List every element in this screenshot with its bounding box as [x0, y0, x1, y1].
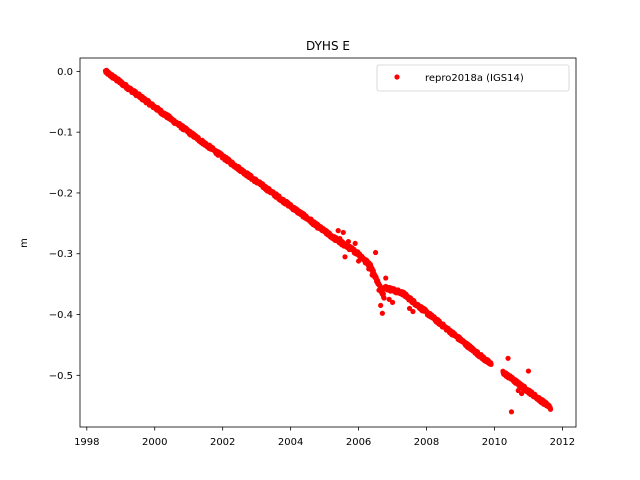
data-point — [374, 278, 380, 284]
x-tick-label: 1998 — [74, 437, 99, 448]
data-point — [308, 216, 314, 222]
x-tick-label: 2010 — [482, 437, 507, 448]
data-point — [345, 238, 351, 245]
x-axis: 1998 2000 2002 2004 2006 2008 2010 2012 — [74, 427, 575, 448]
y-tick-label: −0.5 — [49, 371, 73, 382]
data-point — [362, 260, 368, 266]
legend-label: repro2018a (IGS14) — [425, 73, 524, 84]
data-point — [381, 295, 387, 301]
chart-title: DYHS E — [306, 39, 350, 53]
legend-box — [376, 64, 570, 92]
data-point — [342, 254, 348, 260]
data-point — [355, 258, 362, 264]
y-tick-label: −0.3 — [49, 249, 73, 260]
legend-marker — [394, 74, 400, 80]
data-point — [386, 296, 392, 302]
data-point — [335, 228, 341, 234]
data-point — [488, 361, 494, 367]
data-point — [311, 220, 318, 226]
data-point — [340, 229, 346, 236]
data-point — [410, 308, 416, 315]
data-point — [369, 272, 375, 278]
data-point — [337, 235, 343, 242]
x-tick-label: 2002 — [210, 437, 235, 448]
data-point — [515, 387, 521, 394]
data-point — [508, 409, 515, 415]
data-point — [376, 287, 382, 293]
y-axis-label: m — [19, 238, 30, 248]
data-point — [328, 232, 334, 239]
data-point — [366, 266, 372, 272]
y-tick-label: −0.4 — [49, 310, 73, 321]
y-tick-label: 0.0 — [57, 67, 73, 78]
data-point — [338, 242, 345, 248]
y-tick-label: −0.1 — [49, 128, 73, 139]
data-point — [529, 390, 535, 397]
data-point — [406, 305, 413, 312]
data-point — [519, 390, 525, 397]
x-tick-label: 2006 — [346, 437, 371, 448]
x-tick-label: 2008 — [414, 437, 439, 448]
data-point — [505, 355, 511, 361]
x-tick-label: 2000 — [142, 437, 167, 448]
data-point — [525, 368, 532, 374]
plot-area-frame — [79, 57, 577, 428]
data-point — [547, 406, 554, 412]
data-point — [349, 245, 355, 251]
data-point — [352, 240, 358, 247]
y-tick-label: −0.2 — [49, 188, 73, 199]
x-tick-label: 2004 — [278, 437, 303, 448]
data-point — [379, 310, 385, 316]
x-tick-label: 2012 — [550, 437, 575, 448]
data-point — [372, 249, 379, 256]
data-point — [389, 299, 396, 305]
y-axis: 0.0 −0.1 −0.2 −0.3 −0.4 −0.5 — [49, 67, 80, 382]
data-point — [383, 275, 389, 281]
data-points — [102, 67, 554, 415]
data-point — [378, 302, 384, 309]
legend: repro2018a (IGS14) — [376, 64, 570, 92]
